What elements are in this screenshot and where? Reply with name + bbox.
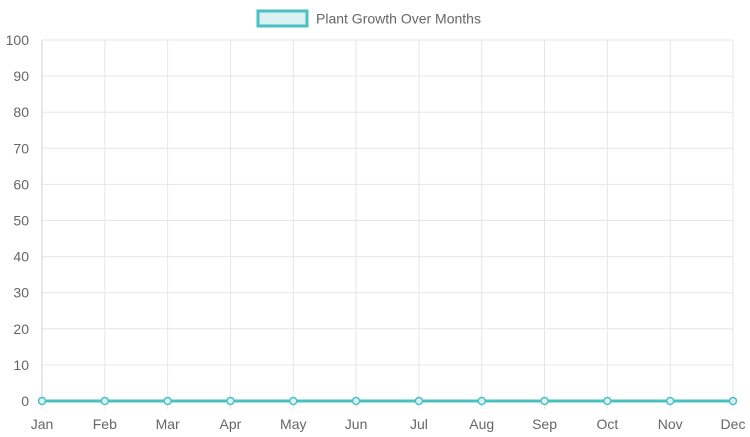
x-tick-label: Jan xyxy=(31,416,54,432)
data-point[interactable] xyxy=(100,396,110,406)
x-tick-label: Jun xyxy=(345,416,368,432)
data-point[interactable] xyxy=(477,396,486,406)
x-tick-label: Nov xyxy=(658,416,683,432)
data-point[interactable] xyxy=(540,396,549,406)
data-point[interactable] xyxy=(289,396,298,406)
y-tick-label: 70 xyxy=(13,140,29,156)
series-plant-growth xyxy=(37,396,738,406)
y-tick-label: 0 xyxy=(21,393,29,409)
y-tick-label: 10 xyxy=(13,357,29,373)
data-point[interactable] xyxy=(37,396,47,406)
gridlines xyxy=(41,39,734,409)
x-tick-label: Dec xyxy=(721,416,746,432)
x-tick-label: May xyxy=(280,416,306,432)
y-axis-ticks: 0 10 20 30 40 50 60 70 80 90 100 xyxy=(6,32,30,409)
legend-swatch xyxy=(256,9,309,28)
x-tick-label: Apr xyxy=(220,416,242,432)
data-point[interactable] xyxy=(728,396,738,406)
y-tick-label: 30 xyxy=(13,285,29,301)
x-tick-label: Aug xyxy=(469,416,494,432)
legend[interactable]: Plant Growth Over Months xyxy=(256,9,481,28)
data-point[interactable] xyxy=(414,396,424,406)
x-tick-label: Feb xyxy=(93,416,117,432)
y-tick-label: 20 xyxy=(13,321,29,337)
x-tick-label: Jul xyxy=(410,416,428,432)
x-tick-label: Oct xyxy=(596,416,618,432)
data-point[interactable] xyxy=(226,396,235,406)
y-tick-label: 60 xyxy=(13,176,29,192)
x-axis-ticks: Jan Feb Mar Apr May Jun Jul Aug Sep Oct Nov Dec xyxy=(31,416,746,432)
x-tick-label: Mar xyxy=(156,416,180,432)
y-tick-label: 40 xyxy=(13,249,29,265)
x-tick-label: Sep xyxy=(532,416,557,432)
y-tick-label: 50 xyxy=(13,213,29,229)
y-tick-label: 80 xyxy=(13,104,29,120)
data-point[interactable] xyxy=(163,396,172,406)
data-point[interactable] xyxy=(665,396,675,406)
y-tick-label: 100 xyxy=(6,32,30,48)
legend-label: Plant Growth Over Months xyxy=(316,11,481,27)
data-point[interactable] xyxy=(603,396,612,406)
y-tick-label: 90 xyxy=(13,68,29,84)
data-point[interactable] xyxy=(351,396,361,406)
